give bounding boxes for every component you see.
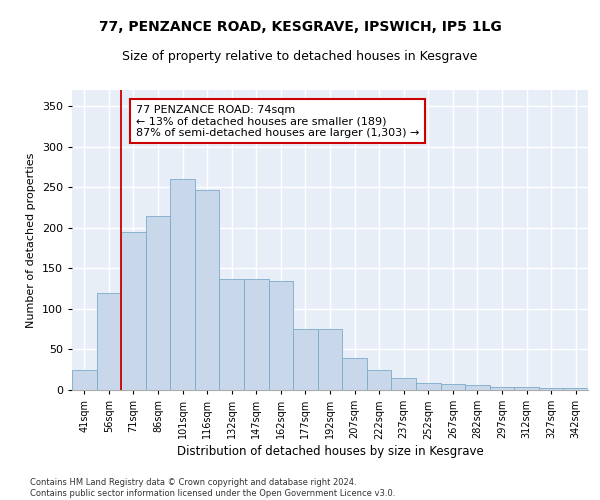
Bar [269,280,293,390]
Text: 77 PENZANCE ROAD: 74sqm
← 13% of detached houses are smaller (189)
87% of semi-d: 77 PENZANCE ROAD: 74sqm ← 13% of detache… [136,104,419,138]
Bar [416,382,440,390]
Bar [195,190,220,390]
Bar [72,370,97,390]
X-axis label: Distribution of detached houses by size in Kesgrave: Distribution of detached houses by size … [176,446,484,458]
Bar [146,216,170,390]
Bar [97,292,121,390]
Text: Contains HM Land Registry data © Crown copyright and database right 2024.
Contai: Contains HM Land Registry data © Crown c… [30,478,395,498]
Y-axis label: Number of detached properties: Number of detached properties [26,152,36,328]
Bar [342,358,367,390]
Bar [440,384,465,390]
Bar [514,387,539,390]
Bar [318,329,342,390]
Bar [170,179,195,390]
Bar [367,370,391,390]
Bar [244,279,269,390]
Bar [465,385,490,390]
Bar [293,329,318,390]
Text: 77, PENZANCE ROAD, KESGRAVE, IPSWICH, IP5 1LG: 77, PENZANCE ROAD, KESGRAVE, IPSWICH, IP… [98,20,502,34]
Bar [490,387,514,390]
Bar [563,388,588,390]
Bar [539,388,563,390]
Bar [121,232,146,390]
Text: Size of property relative to detached houses in Kesgrave: Size of property relative to detached ho… [122,50,478,63]
Bar [391,378,416,390]
Bar [220,279,244,390]
